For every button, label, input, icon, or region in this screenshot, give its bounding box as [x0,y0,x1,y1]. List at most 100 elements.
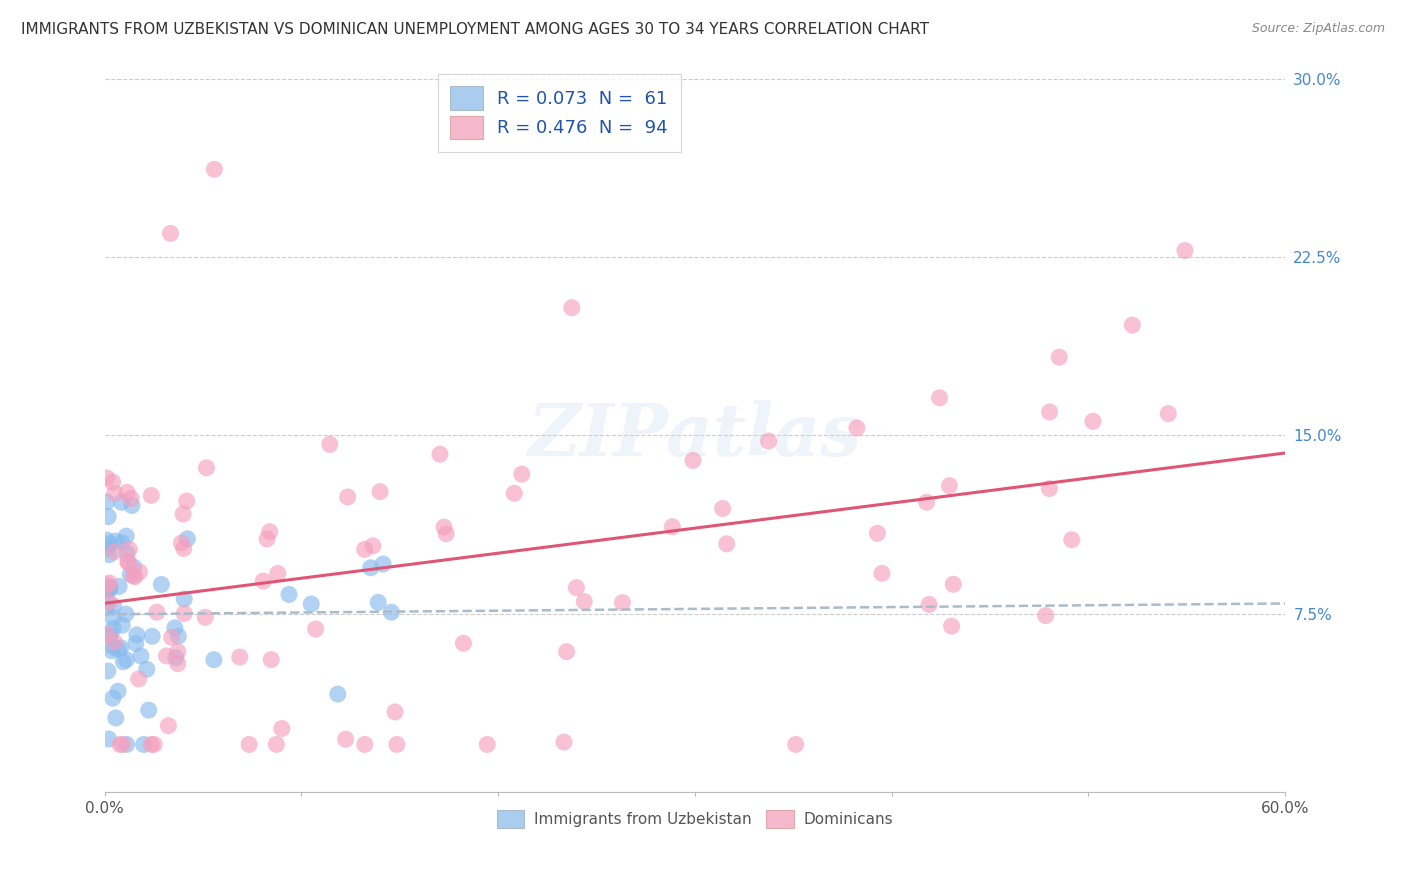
Point [928,391,950,405]
Point [758,434,780,448]
Point [1081,414,1104,428]
Point [101,475,124,489]
Point [256,532,278,546]
Point [612,596,634,610]
Legend: Immigrants from Uzbekistan, Dominicans: Immigrants from Uzbekistan, Dominicans [491,805,898,834]
Point [574,594,596,608]
Point [353,542,375,557]
Point [122,568,145,582]
Point [477,738,499,752]
Point [870,566,893,581]
Point [173,607,195,621]
Point [111,495,134,509]
Point [101,611,124,625]
Point [97,582,120,596]
Point [385,738,408,752]
Point [155,648,177,663]
Point [166,657,188,671]
Point [229,650,252,665]
Point [115,529,138,543]
Point [141,738,163,752]
Point [98,582,121,597]
Point [278,587,301,601]
Point [716,537,738,551]
Point [115,607,138,621]
Point [170,536,193,550]
Point [103,635,125,649]
Point [429,447,451,461]
Point [135,662,157,676]
Point [111,618,134,632]
Point [918,598,941,612]
Point [336,490,359,504]
Point [1174,244,1197,258]
Point [266,738,288,752]
Point [101,691,124,706]
Point [118,542,141,557]
Point [938,478,960,492]
Point [98,548,121,562]
Point [367,595,389,609]
Point [845,421,868,435]
Point [107,684,129,698]
Point [96,600,118,615]
Point [150,577,173,591]
Point [165,650,187,665]
Point [96,583,118,598]
Point [129,648,152,663]
Point [103,599,125,613]
Point [202,653,225,667]
Text: IMMIGRANTS FROM UZBEKISTAN VS DOMINICAN UNEMPLOYMENT AMONG AGES 30 TO 34 YEARS C: IMMIGRANTS FROM UZBEKISTAN VS DOMINICAN … [21,22,929,37]
Point [98,628,121,642]
Point [360,561,382,575]
Point [1157,407,1180,421]
Point [202,162,225,177]
Point [270,722,292,736]
Point [104,486,127,500]
Point [172,507,194,521]
Point [380,605,402,619]
Point [353,738,375,752]
Point [163,621,186,635]
Point [97,509,120,524]
Point [176,532,198,546]
Point [98,576,121,591]
Point [97,578,120,592]
Point [1039,405,1062,419]
Point [510,467,533,482]
Point [173,541,195,556]
Point [195,460,218,475]
Point [173,592,195,607]
Point [96,627,118,641]
Point [128,672,150,686]
Point [104,711,127,725]
Point [167,629,190,643]
Point [368,484,391,499]
Point [1035,608,1057,623]
Point [98,581,121,595]
Point [433,520,456,534]
Point [160,630,183,644]
Point [555,645,578,659]
Point [115,547,138,561]
Point [682,453,704,467]
Point [96,495,118,509]
Point [115,653,138,667]
Point [96,541,118,556]
Point [260,652,283,666]
Text: Source: ZipAtlas.com: Source: ZipAtlas.com [1251,22,1385,36]
Point [453,636,475,650]
Point [167,645,190,659]
Point [157,719,180,733]
Point [96,471,118,485]
Point [1121,318,1143,332]
Point [97,664,120,678]
Point [117,556,139,570]
Point [128,565,150,579]
Point [100,644,122,658]
Point [96,533,118,547]
Point [98,536,121,550]
Point [108,579,131,593]
Point [117,555,139,569]
Point [104,534,127,549]
